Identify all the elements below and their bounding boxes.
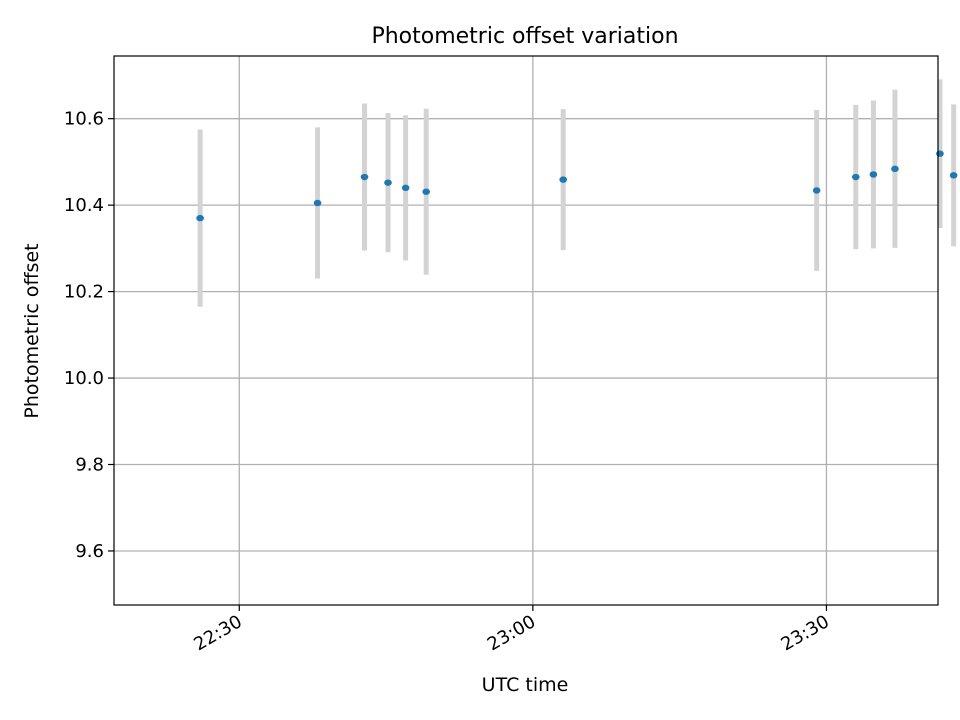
- data-point: [851, 173, 860, 181]
- y-tick-label: 9.8: [75, 455, 104, 476]
- data-point: [812, 187, 821, 194]
- y-tick-label: 9.6: [75, 541, 104, 562]
- data-point: [313, 199, 322, 207]
- y-axis-label: Photometric offset: [21, 243, 43, 418]
- y-tick-label: 10.2: [64, 282, 104, 303]
- y-tick-label: 10.6: [64, 109, 104, 130]
- y-axis-ticks: 9.6 9.8 10.0 10.2 10.4 10.6: [64, 109, 114, 562]
- data-point: [360, 173, 369, 181]
- data-point: [891, 165, 899, 173]
- data-point: [949, 172, 958, 179]
- data-point: [384, 179, 392, 186]
- data-point: [196, 214, 204, 222]
- chart-title: Photometric offset variation: [371, 24, 678, 49]
- plot-frame: [113, 55, 939, 606]
- grid: [114, 56, 938, 605]
- y-tick-label: 10.0: [64, 368, 104, 389]
- data-point: [936, 150, 944, 157]
- data-point: [422, 188, 430, 195]
- x-axis-label: UTC time: [482, 674, 569, 696]
- data-point: [559, 176, 567, 183]
- y-tick-label: 10.4: [64, 195, 104, 216]
- data-point: [869, 171, 878, 178]
- data-point: [401, 184, 410, 192]
